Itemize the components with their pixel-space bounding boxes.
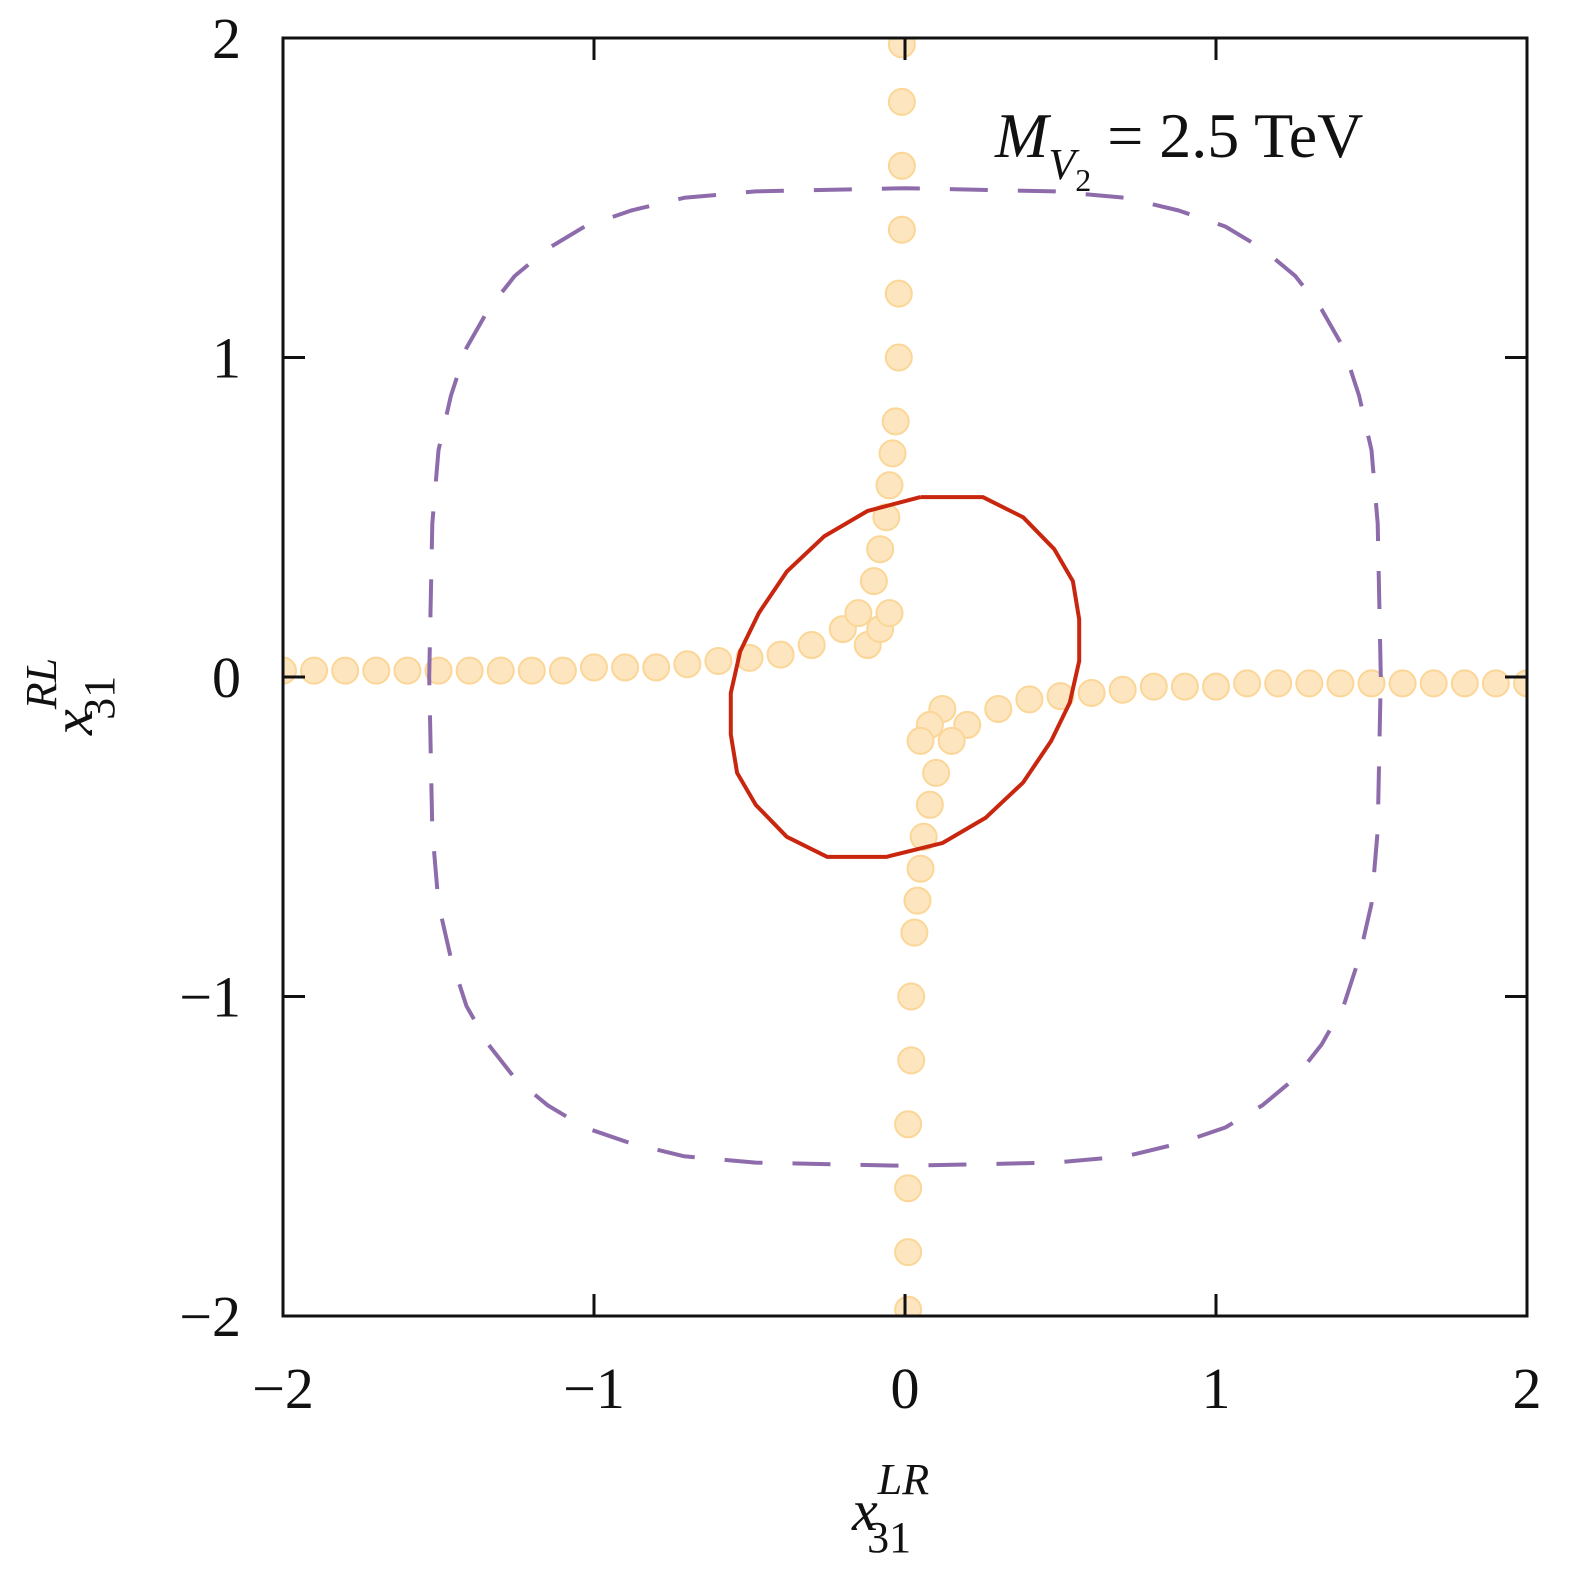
scatter-point	[884, 279, 913, 308]
annotation: MV2 = 2.5 TeV	[994, 100, 1363, 198]
scatter-point	[1295, 669, 1324, 698]
scatter-point	[766, 640, 795, 669]
scatter-point	[611, 653, 640, 682]
annotation-base: M	[994, 100, 1052, 171]
scatter-point	[1264, 669, 1293, 698]
scatter-point	[424, 656, 453, 685]
scatter-point	[1357, 669, 1386, 698]
scatter-point	[1481, 669, 1510, 698]
y-tick-label: −2	[179, 1284, 241, 1349]
scatter-point	[859, 567, 888, 596]
scatter-point	[887, 215, 916, 244]
scatter-point	[866, 535, 895, 564]
x-label-sub: 31	[867, 1513, 911, 1562]
scatter-point	[984, 694, 1013, 723]
scatter-point	[844, 599, 873, 628]
annotation-subsub: 2	[1075, 162, 1091, 198]
scatter-point	[922, 758, 951, 787]
scatter-point	[887, 151, 916, 180]
x-tick-label: 1	[1202, 1356, 1231, 1421]
scatter-point	[735, 643, 764, 672]
scatter-point	[878, 439, 907, 468]
scatter-point	[894, 1295, 923, 1316]
x-tick-label: −1	[563, 1356, 625, 1421]
scatter-point	[906, 854, 935, 883]
scatter-point	[455, 656, 484, 685]
y-label-sub: 31	[75, 676, 124, 720]
scatter-point	[897, 1046, 926, 1075]
scatter-point	[1419, 669, 1448, 698]
scatter-point	[517, 656, 546, 685]
y-label-sup: RL	[17, 658, 66, 710]
scatter-point	[704, 647, 733, 676]
x-tick-label: −2	[252, 1356, 314, 1421]
scatter-point	[881, 407, 910, 436]
scatter-point	[887, 87, 916, 116]
scatter-point	[894, 1174, 923, 1203]
scatter-point	[331, 656, 360, 685]
scatter-point	[486, 656, 515, 685]
scatter-point	[915, 790, 944, 819]
y-tick-label: 0	[212, 645, 241, 710]
scatter-point	[1015, 685, 1044, 714]
scatter-point	[1108, 675, 1137, 704]
scatter-point	[887, 38, 916, 59]
scatter-point	[884, 343, 913, 372]
y-axis-label: xRL 31	[17, 658, 124, 736]
x-tick-label: 2	[1513, 1356, 1542, 1421]
x-tick-label: 0	[891, 1356, 920, 1421]
scatter-point	[1139, 672, 1168, 701]
plot-area	[283, 38, 1527, 1316]
annotation-text: = 2.5 TeV	[1107, 100, 1363, 171]
dashed-contour	[427, 186, 1383, 1168]
scatter-point	[1233, 669, 1262, 698]
scatter-point	[1046, 682, 1075, 711]
contour	[728, 495, 1082, 859]
annotation-sub: V	[1048, 140, 1080, 189]
x-label-sup: LR	[877, 1455, 929, 1504]
x-axis-label: xLR 31	[851, 1455, 929, 1562]
scatter-point	[1077, 678, 1106, 707]
scatter-point	[903, 886, 932, 915]
scatter-point	[642, 653, 671, 682]
scatter-point	[797, 631, 826, 660]
scatter-point	[894, 1238, 923, 1267]
scatter-point	[875, 599, 904, 628]
scatter-point	[673, 650, 702, 679]
scatter-point	[300, 656, 329, 685]
scatter-point	[362, 656, 391, 685]
scatter-point	[906, 726, 935, 755]
scatter-point	[548, 656, 577, 685]
y-tick-label: 2	[212, 6, 241, 71]
x-label-base: x	[851, 1478, 878, 1543]
scatter-point	[1388, 669, 1417, 698]
y-tick-label: −1	[179, 965, 241, 1030]
scatter-point	[1450, 669, 1479, 698]
scatter-point	[900, 918, 929, 947]
scatter-point	[1326, 669, 1355, 698]
scatter-point	[897, 982, 926, 1011]
scatter-point	[894, 1110, 923, 1139]
y-tick-label: 1	[212, 326, 241, 391]
scatter-point	[393, 656, 422, 685]
scatter-point	[937, 726, 966, 755]
scatter-point	[1170, 672, 1199, 701]
scatter-point	[1202, 672, 1230, 701]
y-label-base: x	[40, 709, 105, 736]
scatter-point	[875, 471, 904, 500]
scatter-point	[580, 653, 608, 682]
